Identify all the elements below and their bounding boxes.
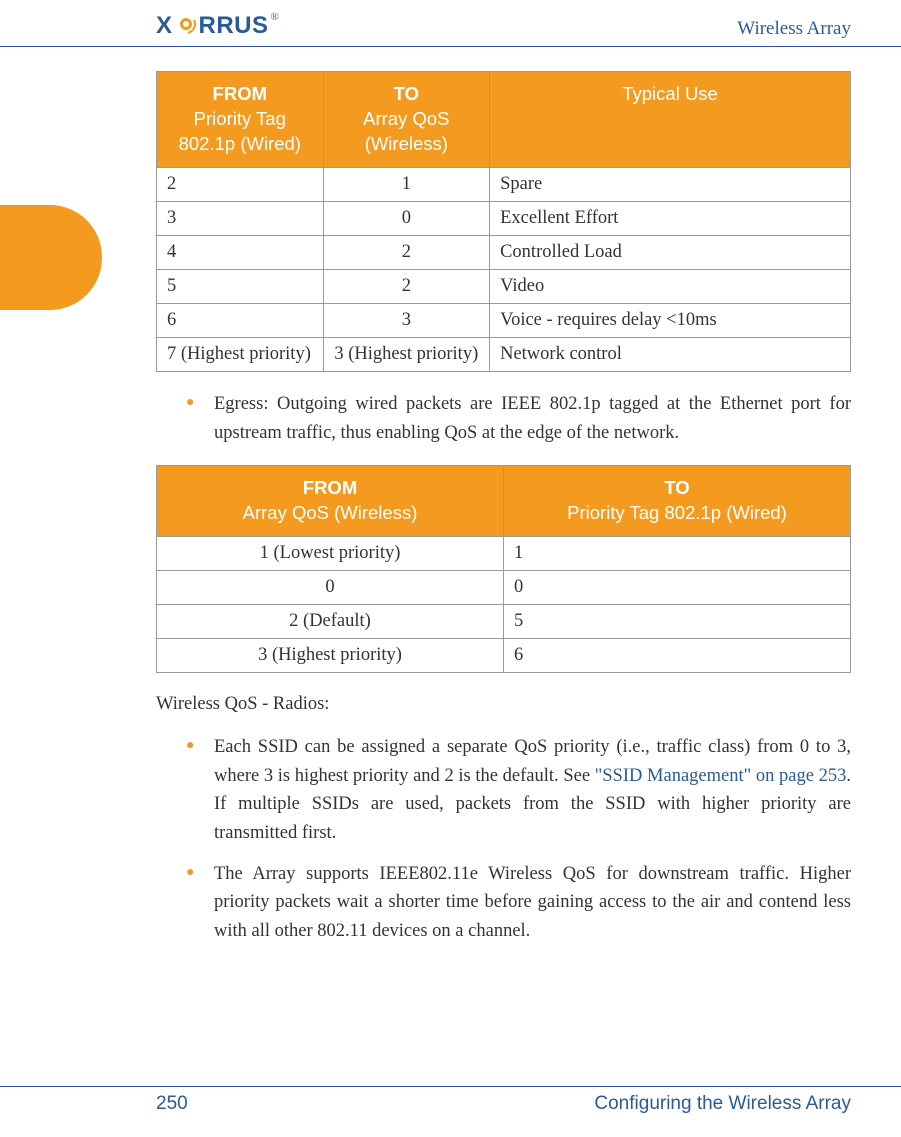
table-row: 63Voice - requires delay <10ms — [157, 303, 851, 337]
table-row: 21Spare — [157, 167, 851, 201]
table-header: FROMPriority Tag 802.1p (Wired) — [157, 72, 324, 168]
list-item: Egress: Outgoing wired packets are IEEE … — [214, 390, 851, 447]
table-row: 52Video — [157, 269, 851, 303]
cross-reference-link[interactable]: "SSID Management" on page 253 — [595, 766, 847, 786]
table-row: 1 (Lowest priority)1 — [157, 537, 851, 571]
table-header: TOArray QoS (Wireless) — [323, 72, 490, 168]
table-header: FROMArray QoS (Wireless) — [157, 466, 504, 537]
header-product-name: Wireless Array — [737, 18, 851, 40]
section-heading: Wireless QoS - Radios: — [156, 691, 851, 719]
logo-text-right: RRUS — [199, 12, 269, 40]
table-row: 30Excellent Effort — [157, 201, 851, 235]
qos-ingress-table: FROMPriority Tag 802.1p (Wired) TOArray … — [156, 71, 851, 372]
list-item: Each SSID can be assigned a separate QoS… — [214, 733, 851, 848]
page-footer: 250 Configuring the Wireless Array — [0, 1086, 901, 1115]
table-row: 3 (Highest priority)6 — [157, 639, 851, 673]
table-row: 7 (Highest priority)3 (Highest priority)… — [157, 337, 851, 371]
page-header: X RRUS ® Wireless Array — [0, 0, 901, 47]
bullet-list: Egress: Outgoing wired packets are IEEE … — [156, 390, 851, 447]
logo-registered: ® — [271, 11, 279, 23]
footer-title: Configuring the Wireless Array — [594, 1093, 851, 1115]
qos-egress-table: FROMArray QoS (Wireless) TOPriority Tag … — [156, 465, 851, 673]
table-row: 2 (Default)5 — [157, 605, 851, 639]
page-content: FROMPriority Tag 802.1p (Wired) TOArray … — [0, 47, 901, 946]
page-tab-marker — [0, 205, 102, 310]
page-number: 250 — [156, 1093, 188, 1115]
table-header: Typical Use — [490, 72, 851, 168]
table-header: TOPriority Tag 802.1p (Wired) — [504, 466, 851, 537]
list-item: The Array supports IEEE802.11e Wireless … — [214, 860, 851, 946]
table-row: 00 — [157, 571, 851, 605]
table-row: 42Controlled Load — [157, 235, 851, 269]
bullet-list: Each SSID can be assigned a separate QoS… — [156, 733, 851, 946]
logo-swirl-icon — [175, 13, 197, 40]
logo: X RRUS ® — [156, 12, 279, 40]
logo-text-left: X — [156, 12, 173, 40]
